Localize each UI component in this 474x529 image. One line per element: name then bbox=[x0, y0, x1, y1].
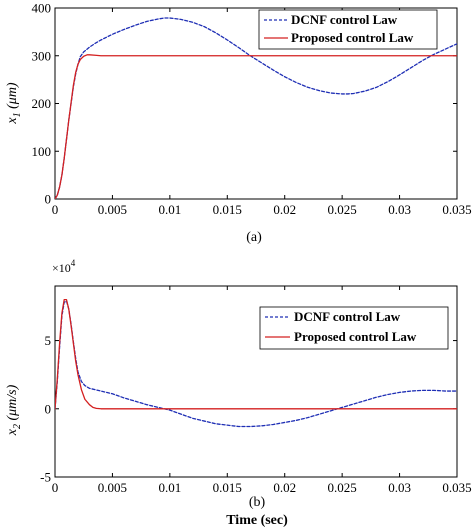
x-tick-label-a: 0.02 bbox=[273, 202, 296, 217]
x-tick-label-b: 0.035 bbox=[442, 480, 471, 495]
legend-label-dcnf-a: DCNF control Law bbox=[291, 12, 398, 27]
y-tick-label-b: 0 bbox=[45, 401, 52, 416]
series-lines-b bbox=[55, 298, 457, 428]
y-multiplier-b: ×104 bbox=[52, 258, 76, 275]
x-tick-label-b: 0.02 bbox=[273, 480, 296, 495]
y-tick-label-a: 200 bbox=[32, 96, 52, 111]
series-line-proposed-b bbox=[55, 298, 457, 410]
y-axis-label-b: x2 (μm/s) bbox=[5, 384, 23, 436]
x-tick-label-a: 0.035 bbox=[442, 202, 471, 217]
legend-box-a bbox=[258, 9, 438, 50]
x-tick-label-a: 0 bbox=[52, 202, 59, 217]
x-tick-label-b: 0.025 bbox=[328, 480, 357, 495]
y-tick-label-a: 0 bbox=[45, 192, 52, 207]
y-axis-label-units-a: (μm) bbox=[5, 82, 20, 109]
x-tick-label-b: 0.03 bbox=[388, 480, 411, 495]
y-multiplier-exp-b: 4 bbox=[71, 258, 76, 268]
legend-label-proposed-b: Proposed control Law bbox=[294, 329, 417, 344]
x-tick-label-a: 0.01 bbox=[158, 202, 181, 217]
legend-label-proposed-a: Proposed control Law bbox=[291, 30, 414, 45]
x-tick-label-a: 0.03 bbox=[388, 202, 411, 217]
axis-ticks-a: 0 0.005 0.01 0.015 0.02 0.025 0.03 0.035 0 100 200… bbox=[32, 1, 472, 218]
caption-b: (b) bbox=[249, 495, 266, 510]
caption-a: (a) bbox=[246, 230, 262, 245]
series-line-dcnf-a bbox=[55, 17, 457, 199]
y-axis-label-sub-a: 1 bbox=[12, 112, 23, 117]
y-tick-label-b: 5 bbox=[45, 333, 52, 348]
y-axis-label-sub-b: 2 bbox=[12, 424, 23, 429]
x-axis-label-b: Time (sec) bbox=[226, 513, 288, 528]
x-tick-label-a: 0.015 bbox=[213, 202, 242, 217]
x-tick-label-a: 0.005 bbox=[98, 202, 127, 217]
y-tick-label-a: 100 bbox=[32, 144, 52, 159]
axis-ticks-b: 0 0.005 0.01 0.015 0.02 0.025 0.03 0.035-505 bbox=[40, 286, 472, 495]
legend-b: DCNF control Law Proposed control Law bbox=[259, 306, 449, 350]
y-axis-label-units-b: (μm/s) bbox=[5, 384, 20, 420]
y-tick-label-a: 300 bbox=[32, 48, 52, 63]
series-line-proposed-a bbox=[55, 54, 457, 199]
x-tick-label-b: 0 bbox=[52, 480, 59, 495]
x-tick-label-b: 0.005 bbox=[98, 480, 127, 495]
x-tick-label-b: 0.015 bbox=[213, 480, 242, 495]
legend-a: DCNF control Law Proposed control Law bbox=[258, 9, 438, 50]
chart-x2-velocity: 0 0.005 0.01 0.015 0.02 0.025 0.03 0.035-505 ×1… bbox=[5, 258, 472, 528]
x-tick-label-a: 0.025 bbox=[328, 202, 357, 217]
y-tick-label-b: -5 bbox=[40, 470, 51, 485]
legend-box-b bbox=[259, 306, 449, 350]
legend-label-dcnf-b: DCNF control Law bbox=[294, 309, 401, 324]
y-tick-label-a: 400 bbox=[32, 1, 52, 16]
series-lines-a bbox=[55, 17, 457, 199]
y-axis-label-a: x1 (μm) bbox=[5, 82, 23, 125]
chart-x1-position: 0 0.005 0.01 0.015 0.02 0.025 0.03 0.035 0 100 200… bbox=[5, 1, 472, 246]
x-tick-label-b: 0.01 bbox=[158, 480, 181, 495]
